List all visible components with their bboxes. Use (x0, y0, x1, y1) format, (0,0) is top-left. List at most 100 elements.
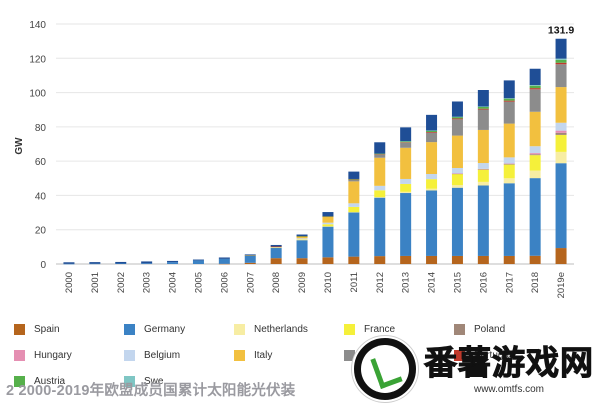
x-tick-label: 2011 (349, 272, 360, 292)
bar-segment-italy (400, 147, 412, 179)
bar-segment-uk (477, 109, 489, 130)
bar-segment-germany (167, 262, 179, 264)
bar-segment-netherlands (529, 170, 541, 179)
bar-segment-germany (400, 193, 412, 256)
x-tick-label: 2015 (452, 272, 463, 293)
x-tick-label: 2019e (556, 272, 567, 298)
bar-segment-uk (529, 89, 541, 112)
bar-segment-italy (477, 129, 489, 164)
bar-segment-belgium (451, 168, 463, 174)
bar-segment-spain (270, 258, 282, 264)
bar-segment-spain (244, 262, 256, 264)
x-tick-label: 2005 (193, 272, 204, 293)
bar-segment-france (529, 155, 541, 171)
bar-segment-austria (503, 98, 515, 101)
bar-segment-spain (477, 255, 489, 264)
bar-segment-portugal (400, 142, 412, 143)
bar-segment-hungary (477, 168, 489, 170)
bar-segment-france (477, 169, 489, 182)
legend-swatch (124, 375, 135, 387)
bar-segment-portugal (555, 62, 567, 65)
bar-segment-france (374, 190, 386, 198)
bar-segment-other (451, 101, 463, 117)
bar-segment-belgium (296, 238, 308, 240)
bar-segment-hungary (529, 153, 541, 155)
legend-swatch (14, 323, 25, 335)
bar-segment-germany (451, 187, 463, 256)
bar-segment-other (192, 259, 204, 261)
bar-segment-uk (374, 154, 386, 158)
bar-segment-belgium (270, 247, 282, 248)
bar-segment-germany (503, 183, 515, 256)
x-tick-label: 2017 (504, 272, 515, 293)
bar-segment-other (322, 212, 334, 217)
bar-segment-other (348, 171, 360, 179)
bar-segment-netherlands (451, 185, 463, 188)
bar-segment-uk (348, 179, 360, 182)
legend-swatch (14, 375, 25, 387)
bar-segment-germany (63, 263, 75, 265)
bar-segment-spain (374, 256, 386, 264)
bar-segment-italy (296, 236, 308, 239)
bar-segment-france (451, 173, 463, 186)
bar-segment-austria (374, 153, 386, 155)
bar-segment-germany (141, 263, 153, 264)
bar-segment-hungary (451, 173, 463, 174)
bar-segment-uk (503, 101, 515, 124)
x-tick-label: 2004 (168, 272, 179, 293)
bar-segment-portugal (477, 108, 489, 110)
legend-label: Germany (144, 323, 186, 335)
legend-swatch (234, 349, 245, 361)
bar-segment-france (555, 134, 567, 152)
bar-segment-austria (555, 59, 567, 63)
legend-label: Portugal (474, 349, 512, 361)
bar-segment-sweden (400, 141, 412, 142)
y-tick-label: 60 (35, 157, 47, 168)
bar-segment-germany (374, 197, 386, 257)
legend-label: Netherlands (254, 323, 308, 335)
x-tick-label: 2000 (64, 272, 75, 293)
bar-segment-other (63, 262, 75, 264)
bar-segment-other (477, 90, 489, 107)
y-tick-label: 20 (35, 226, 47, 237)
bar-segment-belgium (529, 146, 541, 154)
bar-segment-austria (451, 116, 463, 119)
watermark: 番薯游戏网 www.omtfs.com (352, 334, 598, 404)
legend-swatch (14, 349, 25, 361)
bar-segment-spain (348, 256, 360, 264)
legend-swatch (344, 323, 355, 335)
watermark-logo-icon (352, 336, 418, 402)
bar-segment-italy (426, 142, 438, 174)
bar-segment-italy (451, 135, 463, 168)
stacked-bar-chart: 0 20 40 60 80 100 120 140 GW 2000 2001 2002 2003 2004… (14, 20, 574, 298)
legend-label: Spain (34, 323, 60, 335)
legend-item: Germany (124, 322, 234, 336)
bar-segment-germany (477, 185, 489, 256)
chart-legend: Spain Germany Netherlands France Poland Hunga… (14, 322, 574, 388)
legend-item: Spain (14, 322, 124, 336)
bar-segment-other (296, 234, 308, 237)
bar-segment-germany (426, 190, 438, 256)
x-tick-label: 2016 (478, 272, 489, 293)
watermark-title: 番薯游戏网 (424, 343, 594, 381)
legend-item: Belgium (124, 348, 234, 362)
x-tick-label: 2018 (530, 272, 541, 293)
bar-segment-belgium (426, 174, 438, 180)
x-tick-label: 2002 (116, 272, 127, 293)
legend-item: Italy (234, 348, 344, 362)
bar-segment-spain (296, 258, 308, 264)
bar-segment-other (555, 38, 567, 59)
bar-segment-italy (555, 87, 567, 123)
bar-segment-uk (451, 119, 463, 136)
bar-segment-germany (296, 240, 308, 259)
bar-segment-other (115, 261, 127, 264)
legend-swatch (124, 349, 135, 361)
bar-segment-spain (426, 255, 438, 264)
x-tick-label: 2013 (401, 272, 412, 293)
bar-segment-austria (529, 85, 541, 89)
bar-segment-belgium (503, 157, 515, 164)
bar-segment-sweden (426, 130, 438, 131)
y-tick-label: 120 (29, 54, 46, 65)
bar-segment-austria (296, 236, 308, 237)
bar-segment-portugal (374, 154, 386, 155)
